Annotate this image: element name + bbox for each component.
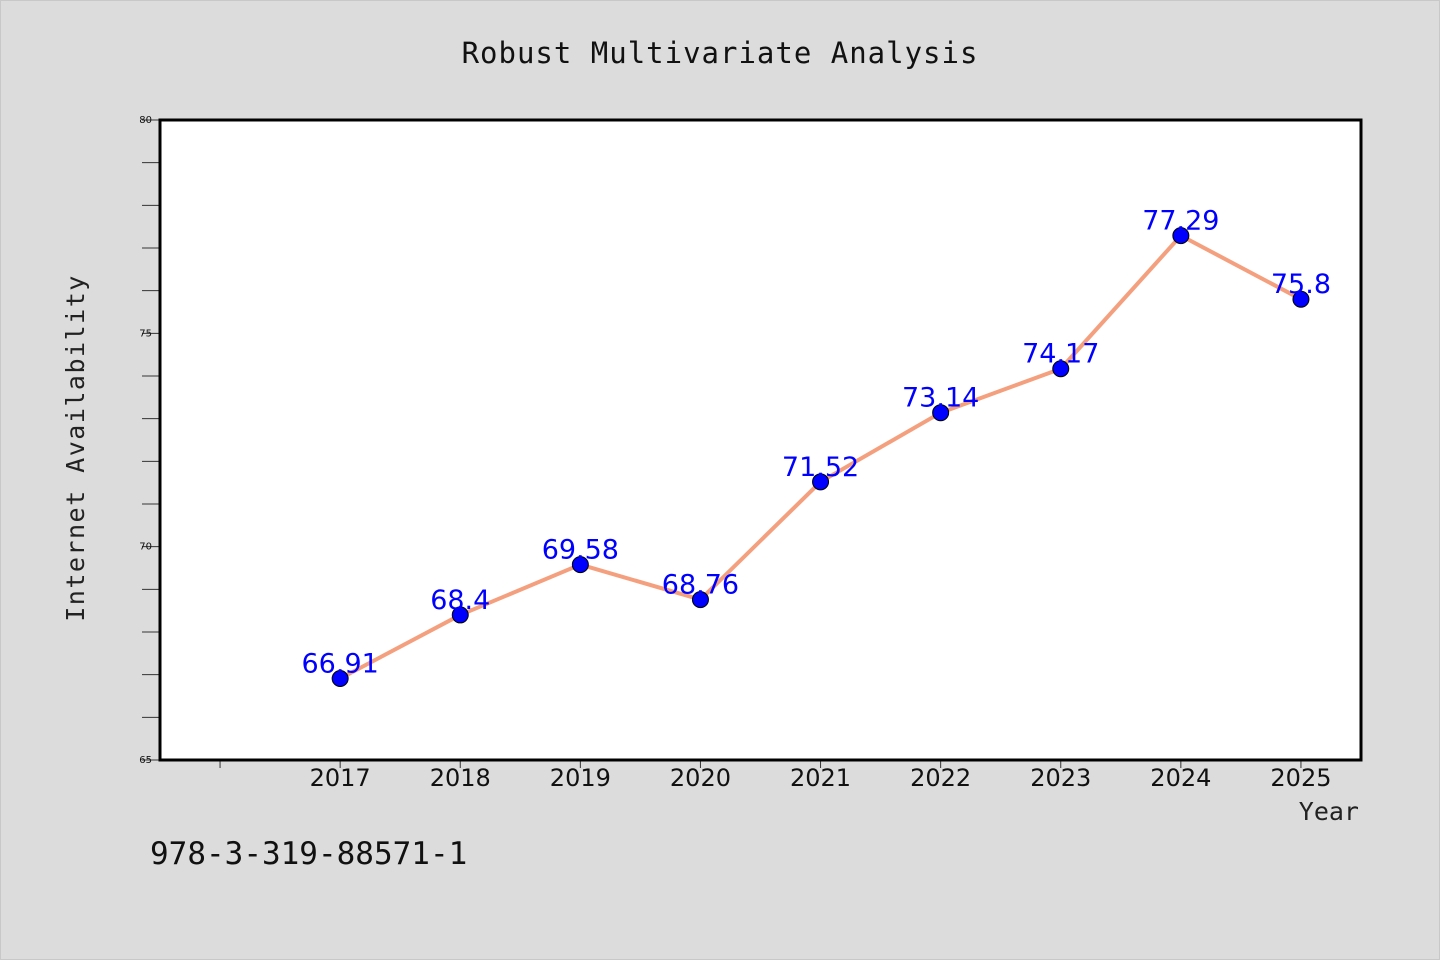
data-point-marker <box>932 404 950 422</box>
x-tick-label: 2020 <box>670 764 731 792</box>
data-point-marker <box>812 473 830 491</box>
data-label: 66.91 <box>302 649 379 680</box>
x-tick-label: 2021 <box>790 764 851 792</box>
y-tick-label: 80 <box>139 115 152 126</box>
data-label: 77.29 <box>1142 206 1219 237</box>
series-markers <box>331 227 1310 688</box>
data-point-marker <box>1292 290 1310 308</box>
footer-isbn-text: 978-3-319-88571-1 <box>150 836 467 872</box>
y-axis-label: Internet Availability <box>61 274 90 622</box>
x-axis-ticks: 2017 2018 2019 2020 2021 2022 2023 2024 2025 <box>219 760 1331 792</box>
data-point-marker <box>451 606 469 624</box>
y-tick-label: 75 <box>139 328 152 339</box>
data-label: 68.76 <box>662 570 739 601</box>
x-tick-label: 2023 <box>1030 764 1091 792</box>
y-tick-label: 65 <box>139 755 152 766</box>
data-point-marker <box>691 591 709 609</box>
plot-frame <box>158 118 1363 762</box>
data-labels: 66.91 68.4 69.58 68.76 71.52 73.14 74.17 77.29 7… <box>302 206 1332 680</box>
x-tick-label: 2025 <box>1270 764 1331 792</box>
data-label: 74.17 <box>1022 339 1099 370</box>
data-point-marker <box>331 670 349 688</box>
chart-title: Robust Multivariate Analysis <box>462 36 979 70</box>
data-point-marker <box>1172 227 1190 245</box>
data-point-marker <box>1052 360 1070 378</box>
x-tick-label: 2022 <box>910 764 971 792</box>
data-label: 69.58 <box>542 535 619 566</box>
x-axis-label: Year <box>1299 797 1359 826</box>
data-label: 68.4 <box>430 585 490 616</box>
data-label: 73.14 <box>902 383 979 414</box>
x-tick-label: 2019 <box>550 764 611 792</box>
y-tick-label: 70 <box>139 542 152 553</box>
x-tick-label: 2018 <box>430 764 491 792</box>
data-label: 75.8 <box>1271 269 1331 300</box>
data-point-marker <box>571 556 589 574</box>
data-label: 71.52 <box>782 452 859 483</box>
x-tick-label: 2024 <box>1150 764 1211 792</box>
x-tick-label: 2017 <box>310 764 371 792</box>
plot-area <box>160 120 1361 760</box>
y-axis-ticks: 65 70 75 80 <box>139 115 160 766</box>
